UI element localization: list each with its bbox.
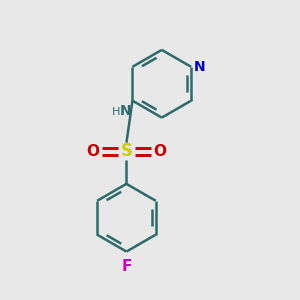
Text: H: H <box>112 107 120 118</box>
Text: S: S <box>120 142 132 160</box>
Text: F: F <box>121 259 132 274</box>
Text: N: N <box>119 104 131 118</box>
Text: O: O <box>153 144 166 159</box>
Text: N: N <box>194 60 206 74</box>
Text: O: O <box>87 144 100 159</box>
